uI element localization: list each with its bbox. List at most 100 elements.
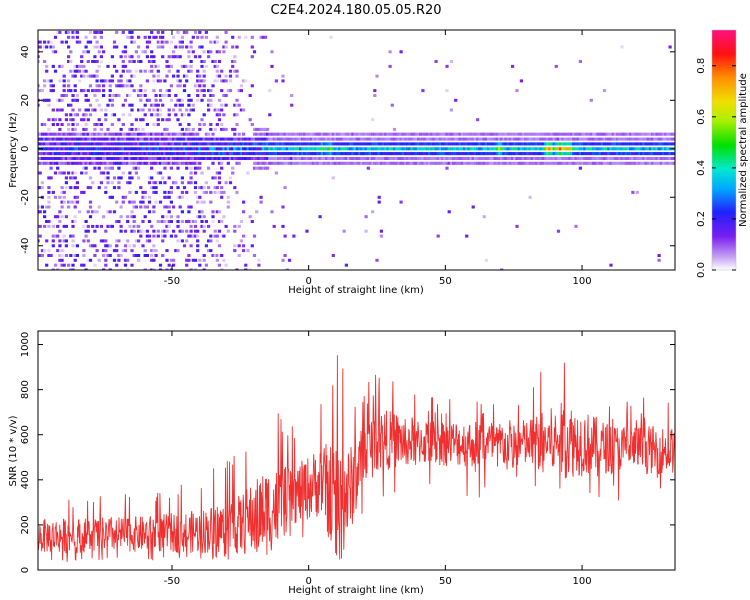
spectrogram-cell [513,157,517,160]
spectrogram-cell [434,60,438,63]
spectrogram-cell [147,220,152,223]
spectrogram-cell [318,215,322,219]
spectrogram-cell [316,137,320,141]
spectrogram-cell [117,258,121,262]
spectrogram-cell [178,229,182,233]
spectrogram-cell [185,64,189,68]
spectrogram-cell [99,157,103,160]
spectrogram-cell [200,142,204,146]
spectrogram-cell [86,239,90,243]
spectrogram-cell [73,64,77,68]
spectrogram-cell [305,229,309,233]
spectrogram-cell [438,132,442,136]
spectrogram-cell [58,229,62,233]
spectrogram-cell [152,74,156,78]
spectrogram-cell [67,200,71,204]
spectrogram-cell [80,137,84,141]
spectrogram-cell [611,132,615,136]
spectrogram-cell [196,89,200,93]
spectrogram-cell [64,113,68,117]
spectrogram-cell [574,137,578,141]
spectrogram-cell [64,161,68,165]
spectrogram-cell [163,161,167,165]
spectrogram-cell [147,161,152,165]
spectrogram-cell [95,142,99,146]
spectrogram-cell [375,74,379,78]
spectrogram-cell [500,157,504,160]
spectrogram-cell [154,132,158,136]
spectrogram-cell [519,142,523,146]
spectrogram-cell [62,190,66,194]
spectrogram-cell [209,190,213,194]
spectrogram-cell [651,152,655,156]
spectrogram-cell [185,74,189,78]
spectrogram-cell [616,132,620,136]
spectrogram-cell [123,98,128,102]
spectrogram-cell [178,108,182,112]
spectrogram-cell [112,152,117,156]
spectrogram-cell [637,147,642,151]
spectrogram-cell [613,132,617,136]
spectrogram-cell [156,157,160,160]
spectrogram-cell [607,161,611,165]
spectrogram-cell [198,186,202,190]
spectrogram-cell [67,171,71,175]
spectrogram-cell [624,147,628,151]
spectrogram-cell [95,137,99,141]
spectrogram-cell [432,157,436,160]
spectrogram-cell [476,161,480,165]
spectrogram-cell [119,176,123,180]
spectrogram-cell [423,137,427,141]
spectrogram-cell [635,152,639,156]
spectrogram-cell [482,142,486,146]
spectrogram-cell [60,190,64,194]
spectrogram-cell [235,161,239,165]
spectrogram-cell [38,55,40,59]
spectrogram-cell [95,89,99,93]
spectrogram-cell [609,142,613,146]
spectrogram-cell [526,161,530,165]
spectrogram-cell [491,137,495,141]
spectrogram-cell [250,35,254,39]
spectrogram-cell [591,132,596,136]
spectrogram-cell [99,161,103,165]
spectrogram-cell [471,137,475,141]
spectrogram-cell [117,161,121,165]
spectrogram-cell [121,200,125,204]
spectrogram-cell [576,147,580,151]
spectrogram-cell [132,161,136,165]
spectrogram-cell [618,147,622,151]
spectrogram-cell [371,210,375,214]
spectrogram-cell [521,132,526,136]
spectrogram-cell [147,200,152,204]
spectrogram-cell [132,205,136,209]
spectrogram-cell [255,210,259,214]
spectrogram-cell [329,152,333,156]
spectrogram-cell [281,161,285,165]
spectrogram-cell [62,79,66,83]
spectrogram-cell [71,108,75,112]
spectrogram-cell [305,142,309,146]
spectrogram-cell [279,157,283,160]
spectrogram-cell [491,147,495,151]
spectrogram-cell [635,142,639,146]
spectrogram-cell [187,127,191,131]
spectrogram-cell [651,137,655,141]
spectrogram-cell [425,147,429,151]
spectrogram-cell [38,186,42,190]
spectrogram-cell [589,142,593,146]
spectrogram-cell [519,132,523,136]
spectrogram-cell [305,132,309,136]
spectrogram-cell [277,157,281,160]
spectrogram-cell [62,234,66,238]
spectrogram-cell [274,157,278,160]
spectrogram-cell [445,132,449,136]
spectrogram-cell [73,152,77,156]
spectrogram-cell [222,258,226,262]
spectrogram-cell [452,152,456,156]
spectrogram-cell [67,147,71,151]
spectrogram-cell [255,152,259,156]
spectrogram-cell [196,166,200,170]
spectrogram-cell [53,161,58,165]
spectrogram-cell [274,137,278,141]
